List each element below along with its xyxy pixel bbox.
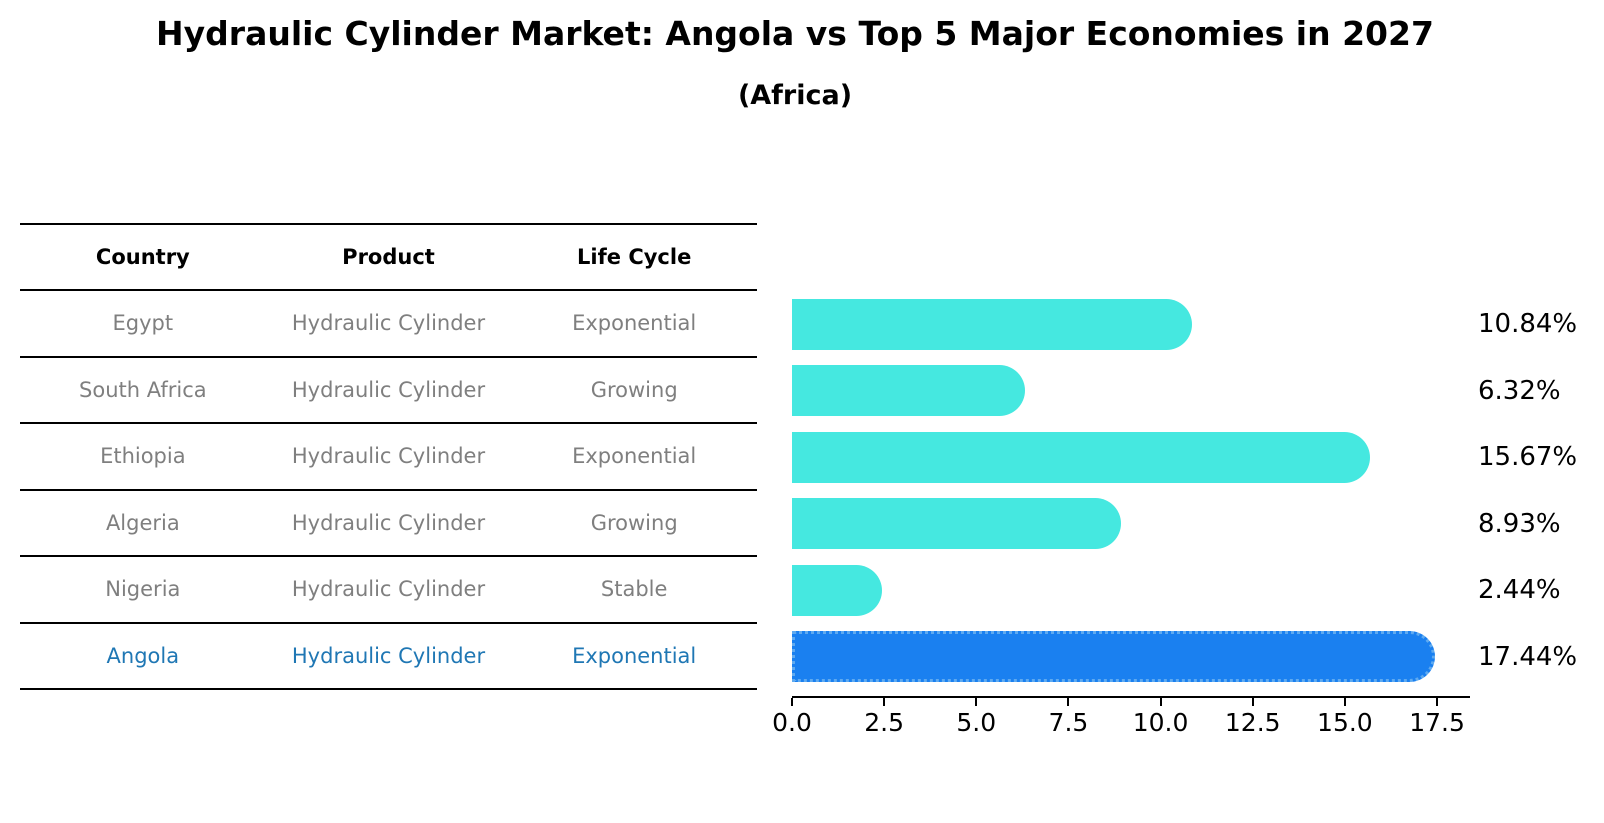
bar-row bbox=[792, 291, 1468, 358]
x-axis-tick-label: 7.5 bbox=[1048, 708, 1089, 737]
value-label-egypt: 10.84% bbox=[1478, 309, 1578, 340]
x-axis-tick bbox=[1067, 698, 1070, 706]
x-axis-tick bbox=[883, 698, 886, 706]
value-label-column: 10.84% 6.32% 15.67% 8.93% 2.44% 17.44% bbox=[1478, 291, 1604, 690]
value-label-ethiopia: 15.67% bbox=[1478, 442, 1578, 473]
bar-nigeria bbox=[792, 564, 882, 616]
cell-life-cycle: Exponential bbox=[572, 643, 697, 668]
value-label-south-africa: 6.32% bbox=[1478, 375, 1561, 406]
bar-angola bbox=[792, 631, 1435, 683]
x-axis-tick bbox=[1343, 698, 1346, 706]
header-cell-product: Product bbox=[342, 245, 435, 269]
cell-country: Angola bbox=[106, 643, 180, 668]
x-axis-tick-label: 17.5 bbox=[1409, 708, 1465, 737]
cell-life-cycle: Stable bbox=[600, 577, 668, 602]
x-axis-tick bbox=[791, 698, 793, 706]
header-cell-life-cycle: Life Cycle bbox=[577, 245, 692, 269]
x-axis-line bbox=[792, 696, 1470, 698]
table-row-nigeria: Nigeria Hydraulic Cylinder Stable bbox=[20, 557, 757, 624]
x-axis-tick-label: 0.0 bbox=[772, 708, 812, 737]
x-axis-tick bbox=[1159, 698, 1162, 706]
cell-life-cycle: Exponential bbox=[572, 444, 697, 469]
x-axis-tick-label: 15.0 bbox=[1317, 708, 1373, 737]
cell-life-cycle: Growing bbox=[590, 510, 678, 535]
bar-south-africa bbox=[792, 365, 1025, 417]
cell-country: Ethiopia bbox=[100, 444, 186, 469]
x-axis-tick-label: 12.5 bbox=[1224, 708, 1281, 737]
bar-row bbox=[792, 424, 1468, 491]
x-axis-ticks: 0.0 2.5 5.0 7.5 10.0 12.5 15.0 17.5 bbox=[772, 698, 1468, 743]
cell-product: Hydraulic Cylinder bbox=[291, 510, 486, 535]
page-subtitle: (Africa) bbox=[737, 80, 853, 111]
table-row-ethiopia: Ethiopia Hydraulic Cylinder Exponential bbox=[20, 424, 757, 491]
table-row-angola: Angola Hydraulic Cylinder Exponential bbox=[20, 624, 757, 690]
table-body: Egypt Hydraulic Cylinder Exponential South … bbox=[20, 291, 757, 690]
page-title: Hydraulic Cylinder Market: Angola vs Top… bbox=[156, 14, 1434, 53]
cell-country: Nigeria bbox=[105, 577, 181, 602]
cell-product: Hydraulic Cylinder bbox=[291, 577, 486, 602]
cell-life-cycle: Exponential bbox=[572, 311, 697, 336]
cell-product: Hydraulic Cylinder bbox=[291, 377, 486, 402]
bar-ethiopia bbox=[792, 431, 1370, 483]
bar-chart-area bbox=[792, 291, 1468, 690]
bar-row bbox=[792, 491, 1468, 558]
cell-life-cycle: Growing bbox=[590, 377, 678, 402]
x-axis-tick-label: 2.5 bbox=[864, 708, 905, 737]
table-row-south-africa: South Africa Hydraulic Cylinder Growing bbox=[20, 358, 757, 424]
x-axis-tick-label: 10.0 bbox=[1132, 708, 1189, 737]
table-row-algeria: Algeria Hydraulic Cylinder Growing bbox=[20, 491, 757, 557]
bar-row bbox=[792, 358, 1468, 425]
cell-product: Hydraulic Cylinder bbox=[291, 311, 486, 336]
bar-row bbox=[792, 624, 1468, 691]
x-axis-tick-label: 5.0 bbox=[956, 708, 997, 737]
value-label-nigeria: 2.44% bbox=[1478, 575, 1561, 606]
table-header-row: Country Product Life Cycle bbox=[20, 223, 757, 291]
cell-country: Algeria bbox=[105, 510, 180, 535]
value-label-algeria: 8.93% bbox=[1478, 508, 1561, 539]
comparison-table: Country Product Life Cycle Egypt Hydrauli… bbox=[20, 223, 757, 690]
header-cell-country: Country bbox=[95, 245, 190, 269]
bar-egypt bbox=[792, 298, 1192, 350]
cell-product: Hydraulic Cylinder bbox=[291, 643, 486, 668]
cell-country: South Africa bbox=[79, 377, 207, 402]
x-axis-tick bbox=[1251, 698, 1254, 706]
value-label-angola: 17.44% bbox=[1478, 641, 1578, 672]
cell-product: Hydraulic Cylinder bbox=[291, 444, 486, 469]
cell-country: Egypt bbox=[112, 311, 174, 336]
table-row-egypt: Egypt Hydraulic Cylinder Exponential bbox=[20, 291, 757, 358]
bar-row bbox=[792, 557, 1468, 624]
x-axis-tick bbox=[975, 698, 978, 706]
bar-algeria bbox=[792, 498, 1122, 550]
x-axis-tick bbox=[1436, 698, 1439, 706]
